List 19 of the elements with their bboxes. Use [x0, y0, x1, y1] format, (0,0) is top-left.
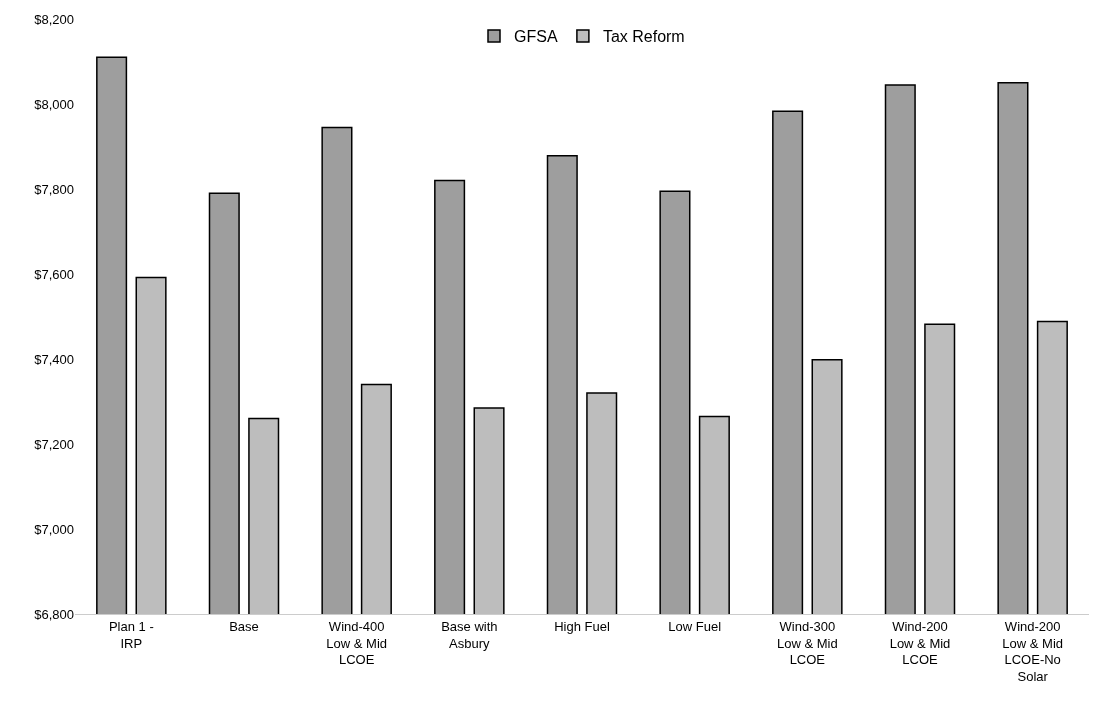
legend-label: GFSA [514, 28, 558, 46]
legend-label: Tax Reform [602, 28, 685, 46]
y-tick-label: $6,800 [34, 606, 74, 622]
x-tick-label: Wind-300 Low & Mid LCOE [776, 618, 838, 668]
y-tick-label: $7,600 [34, 266, 74, 282]
x-tick-label: High Fuel [554, 618, 610, 634]
y-tick-label: $7,000 [34, 521, 74, 537]
x-tick-label: Low Fuel [668, 618, 722, 634]
y-tick-label: $7,400 [34, 351, 74, 367]
y-tick-label: $8,000 [34, 96, 74, 112]
x-tick-label: Base [229, 618, 259, 634]
y-tick-label: $7,200 [34, 436, 74, 452]
x-tick-label: Wind-200 Low & Mid LCOE [889, 618, 951, 668]
x-tick-label: Base with Asbury [441, 618, 498, 651]
y-tick-label: $8,200 [34, 11, 74, 27]
x-tick-label: Plan 1 - IRP [108, 618, 154, 651]
x-tick-label: Wind-200 Low & Mid LCOE-No Solar [1002, 618, 1064, 685]
y-tick-label: $7,800 [34, 181, 74, 197]
x-tick-label: Wind-400 Low & Mid LCOE [326, 618, 388, 668]
